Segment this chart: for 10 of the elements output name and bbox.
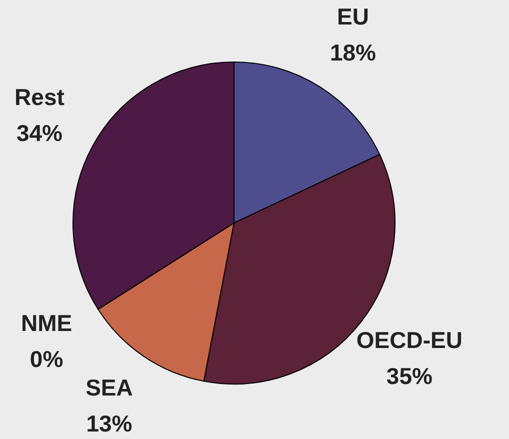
- data-label: 18%: [330, 40, 376, 66]
- slice-label: Rest: [14, 84, 65, 110]
- slice-label: SEA: [86, 374, 133, 401]
- text: 0%: [30, 346, 64, 372]
- data-label: 13%: [86, 410, 132, 437]
- category-label: NME: [20, 310, 72, 336]
- slice-label: EU: [336, 4, 369, 30]
- slice-label: OECD-EU: [356, 327, 462, 354]
- data-label: 35%: [386, 363, 432, 390]
- data-label: 34%: [16, 120, 62, 146]
